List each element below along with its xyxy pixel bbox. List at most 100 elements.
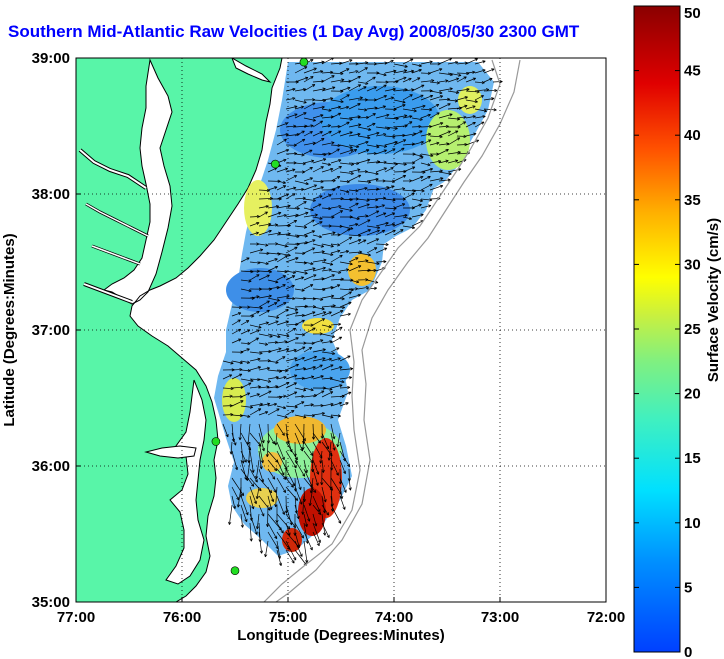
velocity-arrow	[357, 214, 369, 218]
velocity-arrow	[402, 69, 415, 74]
velocity-arrow	[294, 540, 303, 557]
velocity-arrow	[301, 495, 305, 515]
velocity-arrow	[285, 540, 297, 561]
velocity-arrow	[438, 113, 453, 119]
velocity-arrow	[258, 229, 272, 236]
velocity-arrow	[447, 72, 462, 77]
velocity-arrow	[330, 401, 343, 407]
velocity-arrow	[312, 70, 324, 74]
velocity-arrow	[375, 221, 389, 227]
velocity-arrow	[321, 252, 334, 257]
velocity-arrow	[303, 207, 314, 212]
velocity-arrow	[258, 531, 263, 554]
velocity-arrow	[294, 99, 307, 104]
velocity-arrow	[312, 348, 326, 353]
velocity-arrow	[366, 279, 379, 284]
colorbar-tick-label: 0	[684, 644, 692, 659]
velocity-arrow	[348, 96, 363, 101]
velocity-arrow	[258, 222, 272, 227]
velocity-arrow	[330, 336, 343, 344]
velocity-arrow	[384, 140, 398, 146]
velocity-arrow	[231, 495, 237, 510]
velocity-arrow	[456, 96, 468, 101]
velocity-arrow	[303, 403, 314, 407]
velocity-arrow	[366, 247, 378, 254]
velocity-arrow	[465, 122, 476, 128]
velocity-arrow	[429, 68, 443, 74]
velocity-arrow	[258, 504, 265, 517]
velocity-arrow	[276, 423, 285, 436]
velocity-arrow	[285, 549, 295, 564]
velocity-arrow	[267, 302, 278, 308]
velocity-arrow	[393, 213, 408, 218]
velocity-arrow	[312, 266, 326, 272]
velocity-arrow	[348, 168, 361, 173]
bathymetry-contour	[275, 59, 521, 602]
y-axis-label: Latitude (Degrees:Minutes)	[1, 233, 18, 426]
velocity-arrow	[312, 166, 324, 173]
velocity-arrow	[267, 211, 282, 218]
velocity-arrow	[339, 291, 352, 299]
velocity-arrow	[321, 364, 334, 371]
velocity-arrow	[312, 339, 324, 344]
velocity-arrow	[294, 367, 307, 371]
velocity-arrow	[438, 130, 451, 137]
velocity-arrow	[375, 113, 390, 119]
velocity-arrow	[294, 531, 301, 548]
map-title: Southern Mid-Atlantic Raw Velocities (1 …	[8, 22, 580, 41]
velocity-arrow	[258, 300, 270, 308]
velocity-arrow	[303, 274, 317, 281]
velocity-arrow	[357, 67, 368, 74]
velocity-arrow	[321, 268, 332, 272]
velocity-arrow	[375, 242, 389, 247]
velocity-arrow	[474, 95, 484, 101]
velocity-arrow	[339, 144, 353, 149]
velocity-arrow	[276, 252, 291, 257]
velocity-arrow	[312, 158, 327, 164]
velocity-arrow	[402, 108, 417, 113]
velocity-arrow	[312, 221, 323, 227]
velocity-arrow	[420, 60, 433, 65]
velocity-arrow	[312, 357, 326, 362]
velocity-arrow	[321, 522, 330, 539]
velocity-arrow	[339, 459, 346, 475]
velocity-arrow	[447, 137, 461, 146]
velocity-arrow	[285, 87, 296, 92]
velocity-arrow	[348, 216, 360, 221]
velocity-arrow	[330, 166, 342, 173]
station-marker	[299, 57, 309, 67]
velocity-arrow	[348, 293, 361, 299]
velocity-arrow	[245, 459, 251, 481]
velocity-arrow	[303, 167, 313, 173]
velocity-arrow	[366, 286, 378, 290]
velocity-arrow	[294, 187, 305, 192]
velocity-arrow	[393, 221, 405, 227]
velocity-arrow	[303, 76, 314, 83]
velocity-arrow	[303, 247, 316, 254]
velocity-arrow	[402, 94, 413, 101]
velocity-arrow	[357, 219, 371, 227]
velocity-arrow	[285, 306, 299, 311]
velocity-arrow	[330, 305, 346, 310]
velocity-arrow	[285, 477, 294, 488]
velocity-arrow	[456, 121, 467, 128]
velocity-arrow	[330, 210, 344, 218]
velocity-arrow	[303, 477, 317, 493]
velocity-arrow	[238, 423, 242, 441]
velocity-arrow	[294, 87, 307, 92]
velocity-arrow	[321, 513, 327, 536]
velocity-arrow	[294, 138, 306, 146]
velocity-arrow	[285, 275, 296, 281]
velocity-arrow	[312, 138, 325, 146]
velocity-arrow	[339, 225, 354, 230]
velocity-arrow	[321, 486, 327, 503]
velocity-arrow	[384, 206, 397, 211]
velocity-arrow	[285, 113, 298, 119]
velocity-arrow	[357, 186, 368, 191]
velocity-arrow	[393, 139, 407, 146]
velocity-arrow	[366, 261, 380, 266]
velocity-arrow	[411, 94, 424, 101]
velocity-arrow	[258, 450, 263, 470]
velocity-arrow	[339, 94, 350, 101]
velocity-arrow	[312, 495, 321, 512]
